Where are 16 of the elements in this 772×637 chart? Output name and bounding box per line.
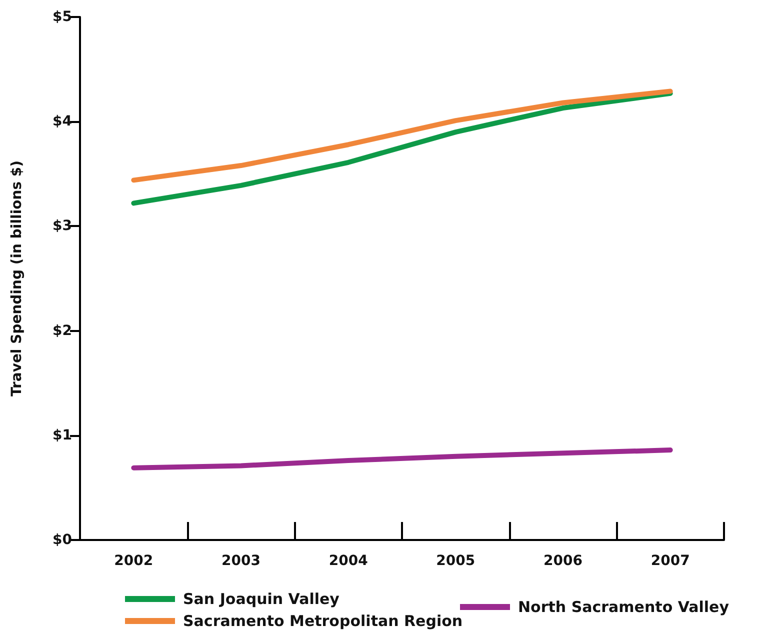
legend-label: San Joaquin Valley: [183, 590, 340, 608]
y-tick-label: $5: [52, 9, 72, 25]
x-tick-label: 2002: [114, 553, 154, 569]
legend-label: North Sacramento Valley: [518, 598, 729, 616]
x-tick-label: 2003: [222, 553, 260, 569]
y-tick-label: $4: [52, 114, 72, 130]
x-tick-label: 2005: [436, 553, 476, 569]
y-tick-label: $2: [52, 322, 72, 339]
legend-label: Sacramento Metropolitan Region: [183, 612, 463, 630]
x-tick-label: 2006: [544, 553, 582, 569]
y-tick-label: $0: [52, 532, 72, 548]
x-tick-label: 2007: [650, 553, 690, 569]
y-tick-label: $3: [52, 218, 72, 234]
y-axis-title: Travel Spending (in billions $): [9, 160, 25, 397]
x-tick-label: 2004: [328, 553, 368, 569]
y-tick-label: $1: [52, 427, 72, 444]
